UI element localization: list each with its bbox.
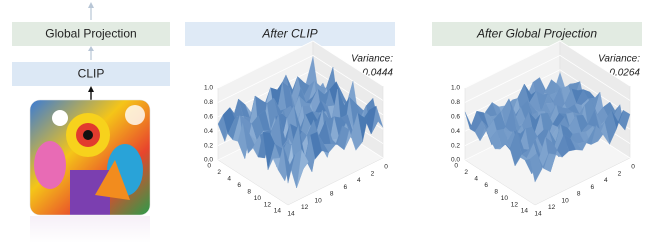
z-tick-label: 1.0 bbox=[204, 85, 213, 92]
x-tick-label: 6 bbox=[484, 182, 488, 189]
y-tick-label: 2 bbox=[618, 170, 622, 177]
y-tick-label: 6 bbox=[590, 184, 594, 191]
x-tick-label: 2 bbox=[217, 169, 221, 176]
x-tick-label: 10 bbox=[254, 195, 262, 202]
panel-title: After Global Projection bbox=[476, 27, 597, 41]
panel-title: After CLIP bbox=[261, 27, 317, 41]
y-tick-label: 8 bbox=[330, 191, 334, 198]
x-tick-label: 4 bbox=[474, 176, 478, 183]
page: Global Projection CLIP After CLIP Varianc… bbox=[0, 0, 649, 243]
x-tick-label: 8 bbox=[494, 188, 498, 195]
y-tick-label: 6 bbox=[343, 184, 347, 191]
y-tick-label: 4 bbox=[357, 177, 361, 184]
input-image bbox=[30, 100, 150, 215]
x-tick-label: 14 bbox=[274, 208, 282, 215]
x-tick-label: 0 bbox=[207, 163, 211, 170]
y-tick-label: 8 bbox=[577, 191, 581, 198]
variance-label: Variance: bbox=[598, 54, 640, 65]
x-tick-label: 6 bbox=[237, 182, 241, 189]
y-tick-label: 14 bbox=[287, 211, 295, 218]
z-tick-label: 0.4 bbox=[204, 128, 213, 135]
z-tick-label: 0.8 bbox=[204, 99, 213, 106]
z-tick-label: 0.6 bbox=[204, 114, 213, 121]
y-tick-label: 4 bbox=[604, 177, 608, 184]
x-tick-label: 14 bbox=[521, 208, 529, 215]
y-tick-label: 0 bbox=[631, 164, 635, 171]
x-tick-label: 10 bbox=[501, 195, 509, 202]
variance-label: Variance: bbox=[351, 54, 393, 65]
reflection-fade bbox=[30, 216, 150, 243]
z-tick-label: 0.6 bbox=[451, 114, 460, 121]
x-tick-label: 8 bbox=[247, 188, 251, 195]
y-tick-label: 12 bbox=[301, 204, 309, 211]
z-tick-label: 0.4 bbox=[451, 128, 460, 135]
x-tick-label: 2 bbox=[464, 169, 468, 176]
y-tick-label: 12 bbox=[548, 204, 556, 211]
arrow-head bbox=[88, 46, 94, 51]
block-label: CLIP bbox=[78, 67, 105, 81]
y-tick-label: 0 bbox=[384, 164, 388, 171]
x-tick-label: 12 bbox=[264, 201, 272, 208]
y-tick-label: 10 bbox=[315, 197, 323, 204]
x-tick-label: 12 bbox=[511, 201, 519, 208]
z-tick-label: 1.0 bbox=[451, 85, 460, 92]
y-tick-label: 2 bbox=[371, 170, 375, 177]
z-tick-label: 0.2 bbox=[204, 142, 213, 149]
block-label: Global Projection bbox=[45, 27, 136, 41]
y-tick-label: 14 bbox=[534, 211, 542, 218]
x-tick-label: 4 bbox=[227, 176, 231, 183]
z-tick-label: 0.8 bbox=[451, 99, 460, 106]
arrow-head bbox=[88, 2, 94, 8]
arrow-head bbox=[88, 86, 94, 92]
x-tick-label: 0 bbox=[454, 163, 458, 170]
z-tick-label: 0.2 bbox=[451, 142, 460, 149]
y-tick-label: 10 bbox=[562, 197, 570, 204]
figure: Global Projection CLIP After CLIP Varianc… bbox=[0, 0, 649, 243]
